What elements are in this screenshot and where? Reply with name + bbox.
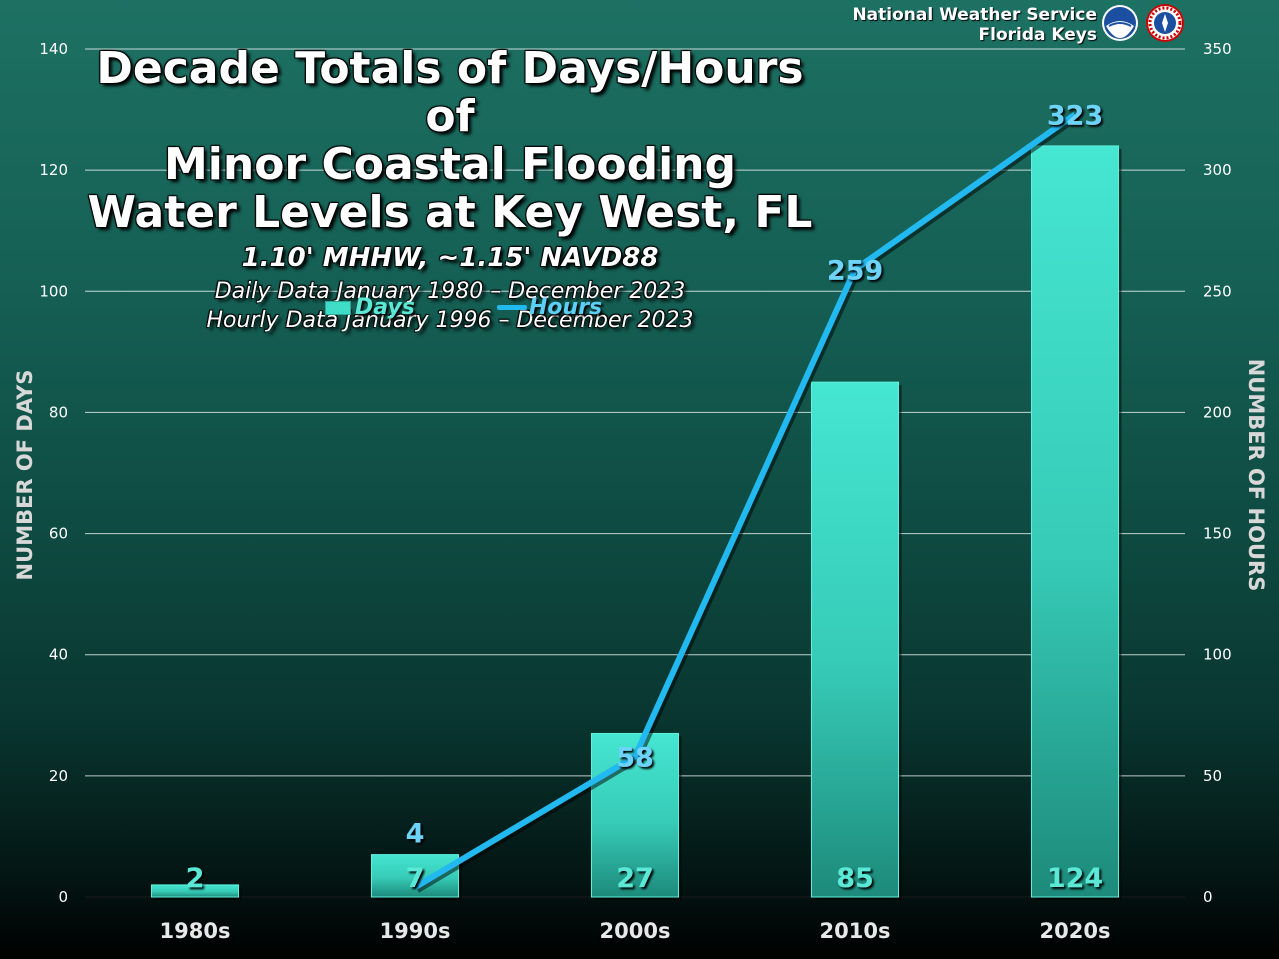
hours-label-2000s: 58 — [616, 742, 654, 773]
x-tick-1990s: 1990s — [380, 919, 451, 943]
y-left-tick-120: 120 — [39, 161, 68, 179]
bar-days-2020s — [1031, 145, 1119, 898]
y-right-tick-0: 0 — [1203, 888, 1213, 906]
y-right-tick-50: 50 — [1203, 767, 1222, 785]
days-bars — [151, 145, 1122, 901]
y-right-tick-100: 100 — [1203, 646, 1232, 664]
noaa-logo-icon — [1102, 5, 1138, 41]
bar-label-1990s: 7 — [406, 863, 425, 894]
y-right-tick-250: 250 — [1203, 282, 1232, 300]
y-left-tick-140: 140 — [39, 40, 68, 58]
y-left-tick-40: 40 — [49, 646, 68, 664]
hours-label-2020s: 323 — [1047, 100, 1103, 131]
agency-name: National Weather Service — [852, 5, 1097, 25]
nws-logo-icon — [1146, 4, 1184, 42]
y-left-tick-80: 80 — [49, 403, 68, 421]
legend-hours-label: Hours — [529, 295, 603, 320]
y-right-tick-150: 150 — [1203, 525, 1232, 543]
legend-days-label: Days — [355, 295, 415, 320]
x-tick-1980s: 1980s — [160, 919, 231, 943]
bar-label-2000s: 27 — [616, 863, 654, 894]
agency-block: National Weather Service Florida Keys — [852, 5, 1097, 45]
x-tick-2020s: 2020s — [1040, 919, 1111, 943]
bar-label-2020s: 124 — [1047, 863, 1103, 894]
legend-item-days: Days — [325, 295, 415, 320]
chart-title-line-1: Decade Totals of Days/Hours of — [96, 43, 804, 142]
y-right-tick-300: 300 — [1203, 161, 1232, 179]
y-left-tick-20: 20 — [49, 767, 68, 785]
legend-hours-swatch — [497, 305, 527, 310]
hours-label-1990s: 4 — [406, 818, 425, 849]
chart-title-block: Decade Totals of Days/Hours of Minor Coa… — [70, 43, 830, 334]
bar-days-1980s — [151, 884, 239, 898]
agency-office: Florida Keys — [978, 25, 1098, 45]
gridlines — [85, 48, 1185, 898]
y-right-tick-200: 200 — [1203, 403, 1232, 421]
hours-label-2010s: 259 — [827, 255, 883, 286]
y-left-axis-title: NUMBER OF DAYS — [13, 370, 37, 581]
legend-days-swatch — [325, 300, 351, 315]
chart-title-line-2: Minor Coastal Flooding — [164, 139, 736, 190]
y-left-tick-100: 100 — [39, 282, 68, 300]
y-left-tick-60: 60 — [49, 525, 68, 543]
x-tick-2000s: 2000s — [600, 919, 671, 943]
chart-subtitle-datum: 1.10' MHHW, ~1.15' NAVD88 — [241, 243, 659, 273]
axes: 0 20 40 60 80 100 120 140 0 50 100 150 200 250 300 350 1… — [13, 40, 1268, 943]
chart-legend: Days Hours — [325, 295, 625, 325]
x-tick-2010s: 2010s — [820, 919, 891, 943]
bar-days-2010s — [811, 381, 899, 898]
chart-title-line-3: Water Levels at Key West, FL — [87, 187, 813, 238]
y-right-axis-title: NUMBER OF HOURS — [1244, 359, 1268, 592]
y-left-tick-0: 0 — [58, 888, 68, 906]
chart-subtitle-daily: Daily Data January 1980 – December 2023 — [214, 279, 686, 304]
bar-label-2010s: 85 — [836, 863, 874, 894]
legend-item-hours: Hours — [497, 295, 602, 320]
hours-series-line — [413, 111, 1077, 890]
bar-label-1980s: 2 — [186, 863, 205, 894]
y-right-tick-350: 350 — [1203, 40, 1232, 58]
chart-subtitle-hourly: Hourly Data January 1996 – December 2023 — [206, 308, 694, 333]
hours-line — [413, 111, 1080, 893]
